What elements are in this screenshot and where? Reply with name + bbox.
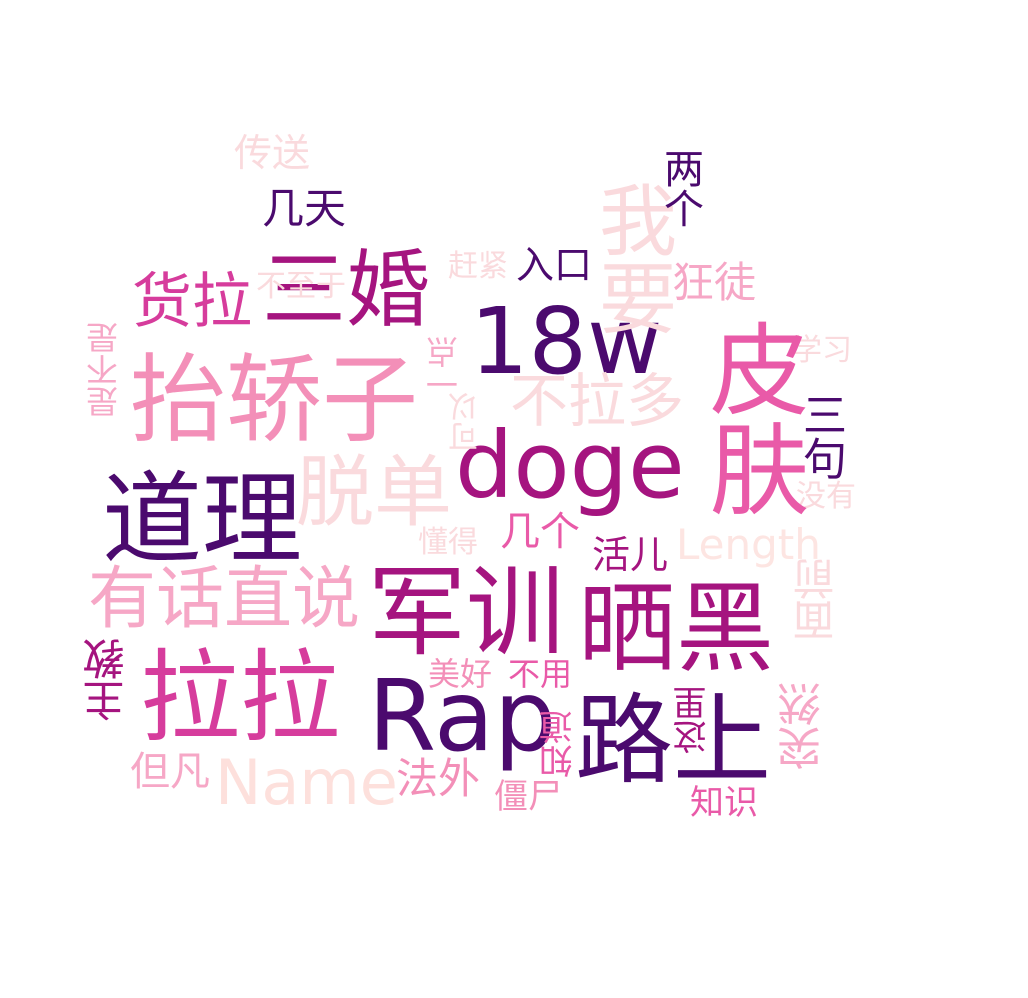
word-zhi-shi: 知识 (690, 783, 758, 823)
word-name: Name (215, 746, 398, 819)
word-chuan-song: 传送 (234, 131, 311, 175)
word-length: Length (676, 520, 821, 569)
word-jun-xun: 军训 (368, 556, 565, 670)
word-san-ju: 三句 (795, 392, 846, 480)
word-zhe-li: 这里 (673, 686, 713, 754)
word-dan-fan: 但凡 (130, 749, 210, 795)
word-jiang-shi: 僵尸 (494, 777, 562, 817)
word-ru-kou: 入口 (516, 243, 593, 287)
word-mei-you: 没有 (796, 479, 856, 514)
word-san-hun: 三婚 (262, 241, 431, 339)
word-ji-tian: 几天 (262, 184, 347, 233)
word-zhi-dao: 知道 (539, 710, 579, 778)
word-shai-hei: 晒黑 (578, 572, 775, 686)
word-zhu-jiao: 主教 (82, 638, 131, 722)
word-bu-la-duo: 不拉多 (510, 367, 685, 435)
word-kuang-tu: 狂徒 (672, 258, 757, 307)
word-18w: 18w (470, 288, 663, 395)
word-wo-yao: 我要 (586, 180, 676, 336)
word-doge: doge (455, 412, 685, 519)
word-ji-ge: 几个 (500, 509, 580, 555)
word-yi-dian: 一点 (425, 336, 463, 400)
word-ke-yi: 可以 (449, 392, 484, 452)
word-bu-yong: 不用 (508, 655, 573, 693)
word-dong-de: 懂得 (418, 525, 478, 560)
word-pi-fu: 皮肤 (692, 318, 809, 518)
word-tu-ran: 突然 (778, 682, 829, 770)
word-mei-hao: 美好 (428, 655, 493, 693)
word-dao-li: 道理 (102, 461, 302, 578)
word-gan-jin: 赶紧 (448, 249, 508, 284)
word-bu-zhi-yu: 不至于 (256, 269, 346, 304)
word-shi-bu-shi: 是不是 (85, 322, 123, 418)
word-mian-qian: 面前 (792, 558, 841, 642)
word-xue-xi: 学习 (792, 333, 852, 368)
word-rap: Rap (368, 660, 557, 774)
word-liang-ge: 两个 (657, 148, 703, 228)
word-fa-wai: 法外 (396, 754, 481, 803)
word-huo-la: 货拉 (132, 267, 252, 337)
word-la-la: 拉拉 (140, 639, 340, 756)
word-tai-jiao-zi: 抬轿子 (130, 344, 418, 456)
word-tuo-dan: 脱单 (296, 448, 453, 538)
word-huo-er: 活儿 (592, 533, 669, 577)
word-you-hua-zhi-shuo: 有话直说 (88, 560, 361, 639)
word-lu-shang: 路上 (575, 684, 772, 798)
